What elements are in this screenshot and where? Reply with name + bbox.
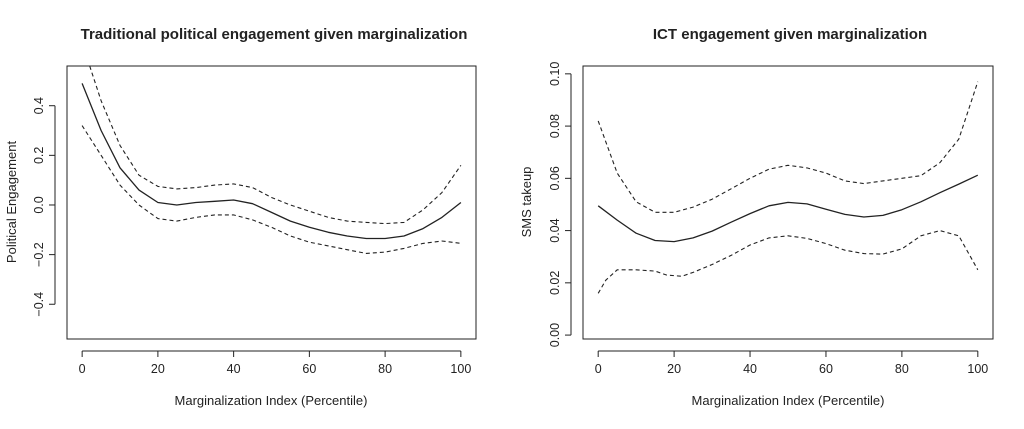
x-tick-label: 40: [227, 362, 241, 376]
chart-title: ICT engagement given marginalization: [653, 26, 927, 43]
plot-area-frame: [582, 65, 994, 340]
x-tick-label: 100: [967, 362, 988, 376]
y-axis-label: SMS takeup: [519, 167, 534, 238]
y-tick-label: 0.02: [548, 271, 562, 295]
y-tick-label: −0.2: [32, 242, 46, 267]
series-lines: [597, 81, 979, 294]
y-tick-label: 0.00: [548, 323, 562, 347]
y-tick-label: 0.06: [548, 166, 562, 190]
x-tick-label: 60: [819, 362, 833, 376]
lower-ci-line: [81, 125, 461, 254]
y-tick-label: −0.4: [32, 292, 46, 317]
chart-title: Traditional political engagement given m…: [81, 26, 468, 43]
x-axis-label: Marginalization Index (Percentile): [175, 393, 368, 408]
y-axis-ticks: −0.4 −0.2 0.0 0.2 0.4: [32, 97, 56, 317]
y-tick-label: 0.2: [32, 147, 46, 164]
y-axis-ticks: 0.00 0.02 0.04 0.06 0.08 0.10: [548, 62, 572, 347]
x-tick-label: 0: [595, 362, 602, 376]
x-axis-ticks: 0 20 40 60 80 100: [595, 350, 988, 376]
x-axis-ticks: 0 20 40 60 80 100: [79, 350, 471, 376]
upper-ci-line: [89, 65, 462, 225]
y-axis-label: Political Engagement: [4, 141, 19, 264]
y-tick-label: 0.4: [32, 97, 46, 114]
estimate-line: [81, 83, 462, 240]
y-tick-label: 0.04: [548, 218, 562, 242]
plot-area-frame: [66, 65, 477, 340]
x-tick-label: 20: [151, 362, 165, 376]
x-tick-label: 0: [79, 362, 86, 376]
lower-ci-line: [597, 230, 979, 294]
chart-panel-political-engagement: Traditional political engagement given m…: [4, 26, 477, 408]
x-tick-label: 20: [667, 362, 681, 376]
x-axis-label: Marginalization Index (Percentile): [692, 393, 885, 408]
y-tick-label: 0.08: [548, 114, 562, 138]
x-tick-label: 100: [450, 362, 471, 376]
x-tick-label: 80: [895, 362, 909, 376]
estimate-line: [597, 174, 979, 243]
x-tick-label: 40: [743, 362, 757, 376]
y-tick-label: 0.0: [32, 196, 46, 213]
x-tick-label: 80: [378, 362, 392, 376]
y-tick-label: 0.10: [548, 62, 562, 86]
x-tick-label: 60: [302, 362, 316, 376]
upper-ci-line: [597, 81, 979, 213]
series-lines: [81, 65, 462, 254]
chart-panel-sms-takeup: ICT engagement given marginalization Mar…: [519, 26, 994, 408]
